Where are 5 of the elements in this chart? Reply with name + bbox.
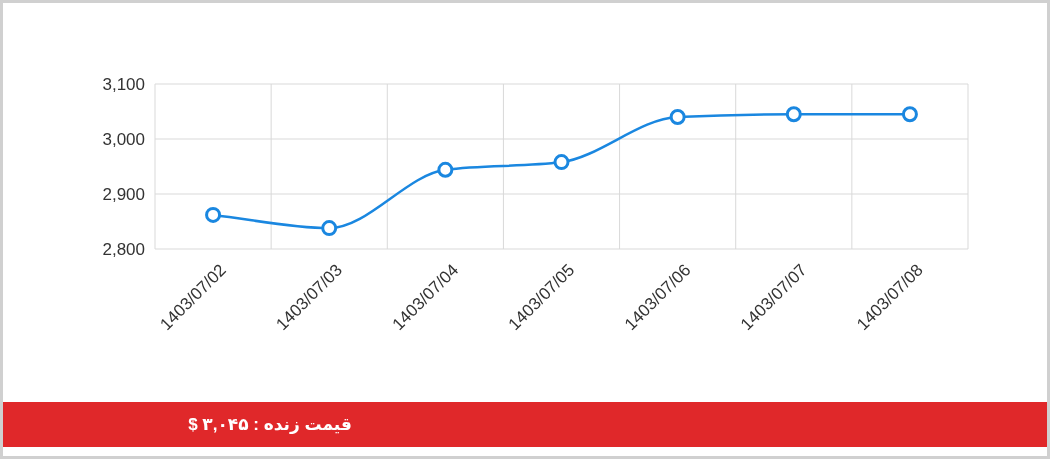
ytick: 2,800	[102, 240, 145, 259]
annotation: قیمت زنده : ۳,۰۴۵ $	[188, 415, 352, 434]
ytick: 3,000	[102, 130, 145, 149]
ytick: 2,900	[102, 185, 145, 204]
ytick: 3,100	[102, 75, 145, 94]
